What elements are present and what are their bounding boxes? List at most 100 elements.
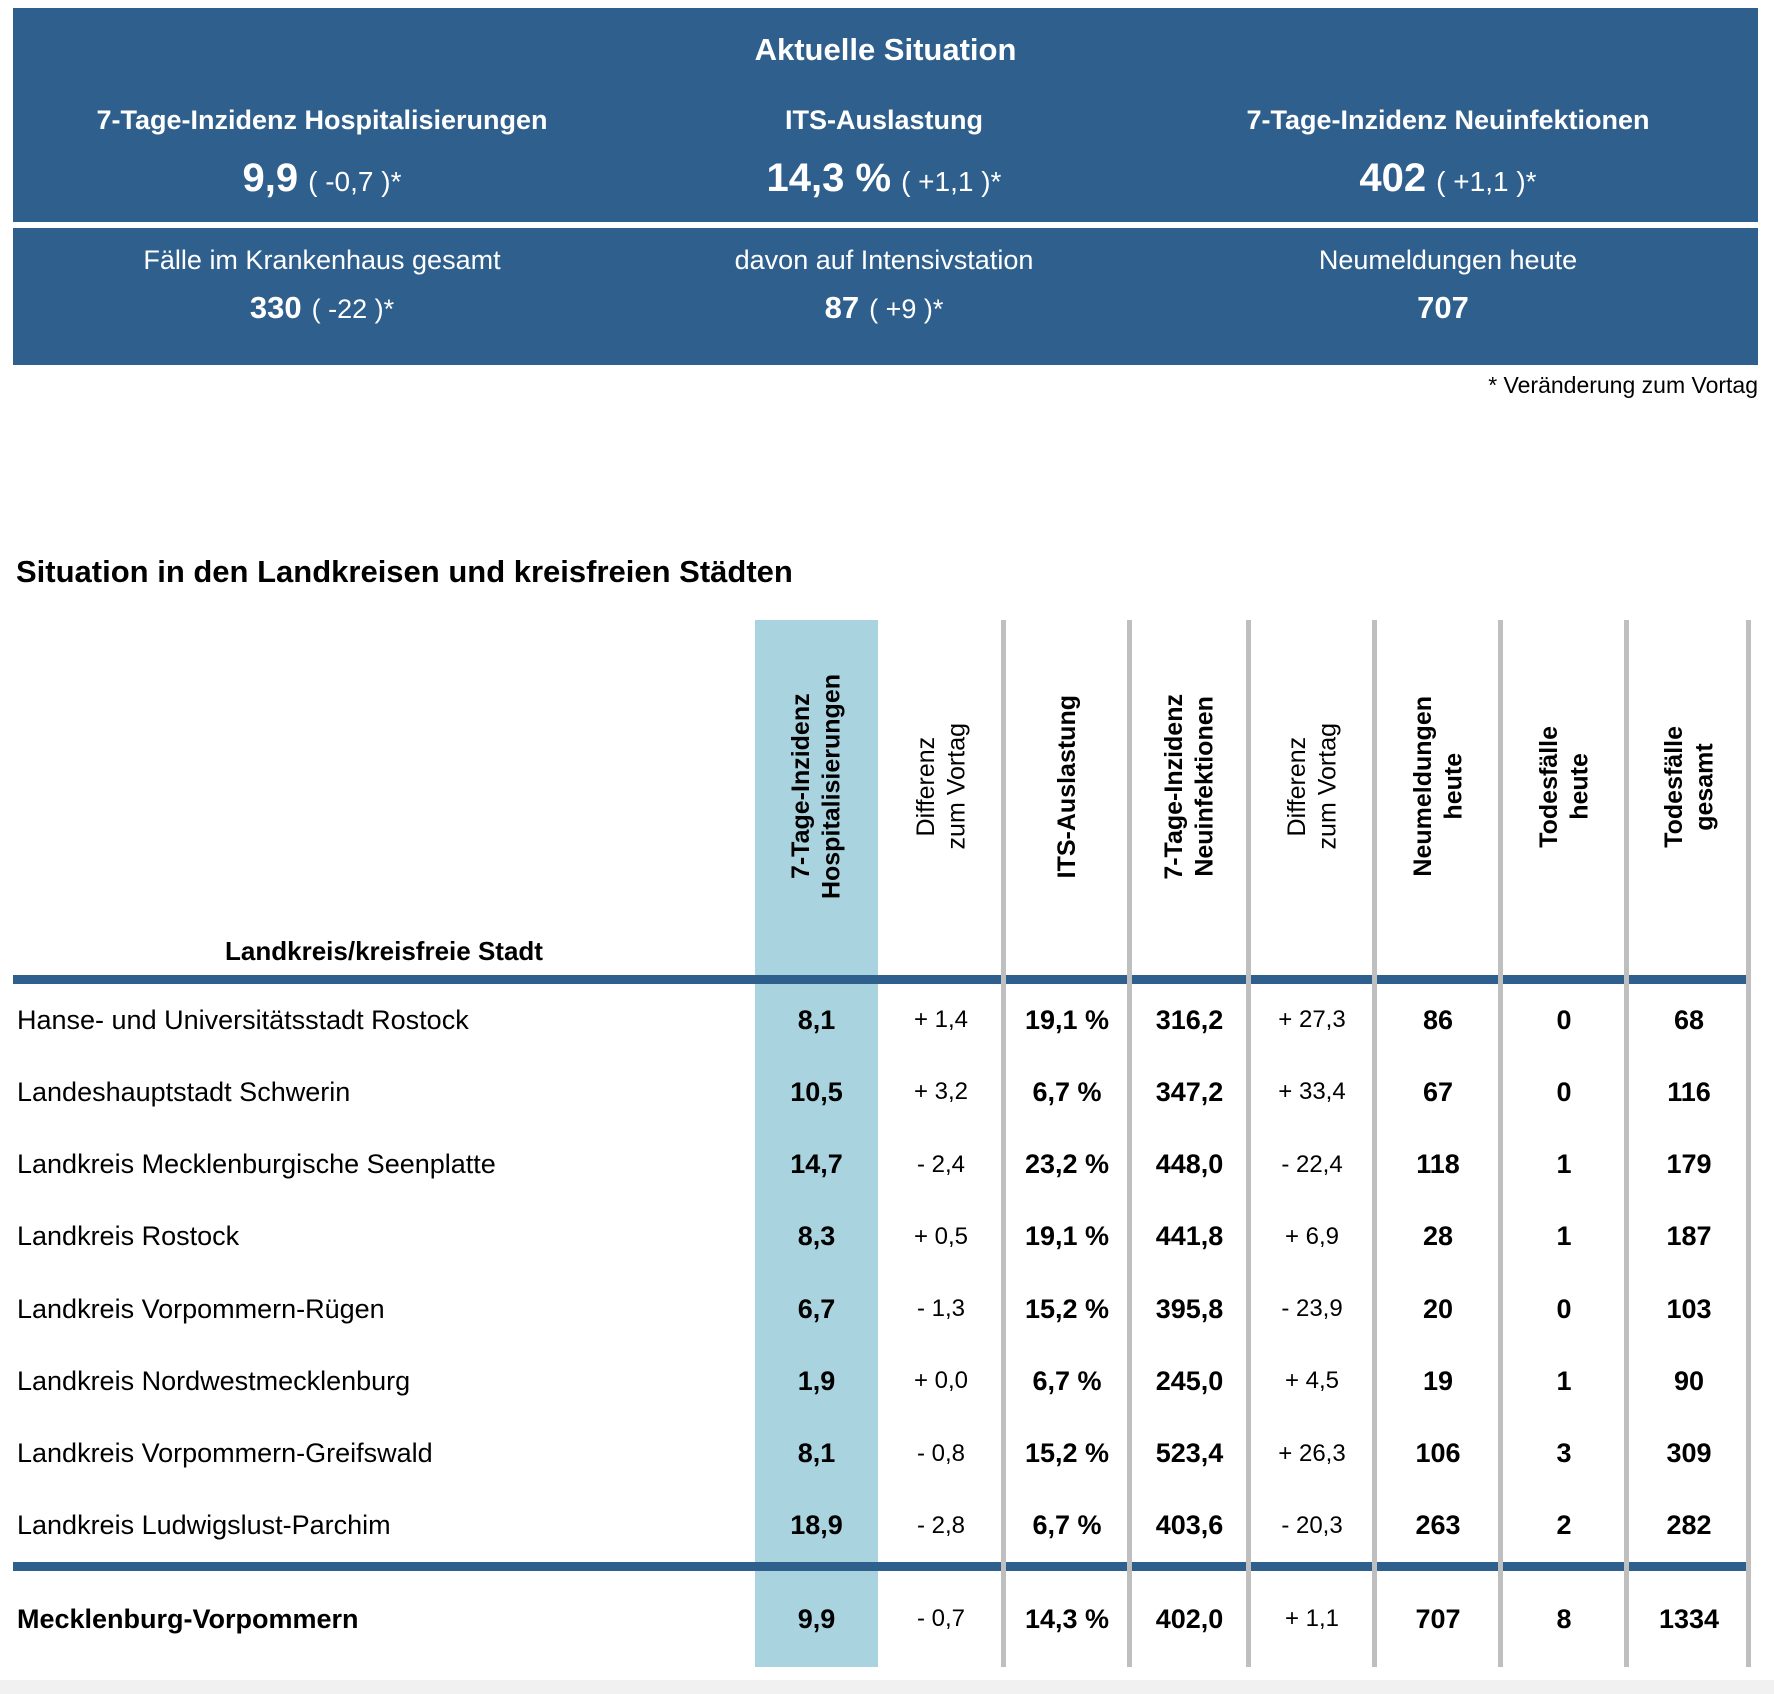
cell-new-reports: 20 [1422, 1293, 1454, 1324]
cell-diff-prev-day: - 2,8 [916, 1511, 966, 1539]
cell-new-reports: 106 [1415, 1438, 1461, 1469]
page-bottom-strip [0, 1680, 1774, 1694]
summary-deaths-total: 1334 [1658, 1603, 1720, 1634]
stat-delta: ( -22 )* [311, 294, 395, 324]
cell-hosp-incidence: 8,3 [797, 1221, 836, 1252]
summary-rule [13, 1562, 1751, 1571]
col-header-label: 7-Tage-Inzidenz Hospitalisierungen [787, 673, 846, 900]
stat-value-line: 402 ( +1,1 )* [1246, 156, 1649, 201]
stat-delta: ( +9 )* [869, 294, 944, 324]
cell-hosp-incidence: 8,1 [797, 1004, 836, 1035]
col-header-label: Todesfälle gesamt [1659, 725, 1719, 848]
row-header-label: Landkreis/kreisfreie Stadt [225, 936, 543, 966]
cell-diff-prev-day: + 0,5 [913, 1222, 969, 1250]
stat-delta: ( -0,7 )* [308, 166, 402, 197]
stat-label: davon auf Intensivstation [734, 245, 1034, 275]
cell-infection-incidence: 316,2 [1155, 1004, 1224, 1035]
stat-icu-utilization: ITS-Auslastung 14,3 % ( +1,1 )* [767, 104, 1002, 201]
table-body: Hanse- und Universitätsstadt Rostock 8,1… [13, 984, 1751, 1562]
cell-deaths-today: 0 [1556, 1293, 1572, 1324]
region-name: Landkreis Ludwigslust-Parchim [17, 1510, 391, 1541]
cell-icu: 6,7 % [1032, 1365, 1102, 1396]
cell-diff-prev-day: - 0,8 [916, 1439, 966, 1467]
column-divider [1001, 620, 1006, 1667]
stat-value: 9,9 [242, 156, 299, 200]
column-divider [1746, 620, 1751, 1667]
district-table: Landkreis/kreisfreie Stadt 7-Tage-Inzide… [13, 620, 1751, 1667]
cell-infection-incidence: 403,6 [1155, 1510, 1224, 1541]
col-header-deaths-total: Todesfälle gesamt [1627, 620, 1751, 975]
cell-diff-prev-day: + 0,0 [913, 1367, 969, 1395]
cell-hosp-incidence: 10,5 [790, 1076, 843, 1107]
cell-deaths-today: 2 [1556, 1510, 1572, 1541]
stat-value-line: 87 ( +9 )* [735, 290, 1034, 326]
stat-value: 707 [1417, 290, 1469, 325]
cell-infection-incidence: 395,8 [1155, 1293, 1224, 1324]
column-divider [1498, 620, 1503, 1667]
cell-diff-prev-day-2: + 4,5 [1284, 1367, 1340, 1395]
col-header-new-reports: Neumeldungen heute [1375, 620, 1501, 975]
cell-diff-prev-day-2: - 22,4 [1281, 1150, 1343, 1178]
panel-title: Aktuelle Situation [754, 32, 1017, 67]
column-divider [1624, 620, 1629, 1667]
cell-new-reports: 67 [1422, 1076, 1454, 1107]
cell-new-reports: 86 [1422, 1004, 1454, 1035]
cell-deaths-today: 3 [1556, 1438, 1572, 1469]
cell-hosp-incidence: 1,9 [797, 1365, 836, 1396]
cell-icu: 15,2 % [1024, 1438, 1110, 1469]
region-name: Landkreis Vorpommern-Rügen [17, 1293, 385, 1324]
region-name: Landkreis Nordwestmecklenburg [17, 1365, 411, 1396]
cell-deaths-today: 1 [1556, 1365, 1572, 1396]
cell-deaths-today: 1 [1556, 1149, 1572, 1180]
cell-deaths-total: 116 [1667, 1076, 1711, 1107]
table-header-row: Landkreis/kreisfreie Stadt 7-Tage-Inzide… [13, 620, 1751, 975]
footnote-change-note: * Veränderung zum Vortag [1488, 372, 1758, 398]
stat-value: 14,3 % [766, 156, 892, 200]
stat-hosp-incidence: 7-Tage-Inzidenz Hospitalisierungen 9,9 ( … [96, 104, 547, 201]
cell-icu: 15,2 % [1024, 1293, 1110, 1324]
summary-new-reports: 707 [1415, 1603, 1461, 1634]
cell-deaths-total: 309 [1666, 1438, 1712, 1469]
cell-diff-prev-day-2: + 6,9 [1284, 1222, 1340, 1250]
hospital-cases-panel: Fälle im Krankenhaus gesamt 330( -22 )* … [13, 228, 1758, 365]
col-header-deaths-today: Todesfälle heute [1501, 620, 1627, 975]
cell-infection-incidence: 245,0 [1155, 1365, 1224, 1396]
cell-deaths-total: 90 [1673, 1365, 1705, 1396]
cell-infection-incidence: 448,0 [1155, 1149, 1224, 1180]
cell-icu: 19,1 % [1024, 1221, 1110, 1252]
region-name: Hanse- und Universitätsstadt Rostock [17, 1004, 469, 1035]
col-header-label: Differenz zum Vortag [1282, 723, 1342, 850]
stat-infection-incidence: 7-Tage-Inzidenz Neuinfektionen 402 ( +1,1… [1246, 104, 1649, 201]
stat-icu-cases: davon auf Intensivstation 87 ( +9 )* [735, 244, 1034, 326]
cell-icu: 6,7 % [1032, 1510, 1102, 1541]
header-rule [13, 975, 1751, 984]
cell-deaths-total: 187 [1666, 1221, 1712, 1252]
col-header-label: Neumeldungen heute [1408, 696, 1468, 877]
cell-diff-prev-day: - 1,3 [916, 1295, 966, 1323]
region-name: Landkreis Mecklenburgische Seenplatte [17, 1149, 496, 1180]
cell-diff-prev-day-2: + 26,3 [1278, 1439, 1346, 1467]
summary-hosp-incidence: 9,9 [797, 1603, 836, 1634]
highlight-column [755, 620, 878, 1667]
stat-label: Fälle im Krankenhaus gesamt [143, 245, 501, 275]
stat-value: 87 [824, 290, 860, 325]
stat-value: 402 [1359, 156, 1427, 200]
current-situation-panel: Aktuelle Situation 7-Tage-Inzidenz Hospi… [13, 8, 1758, 222]
cell-diff-prev-day: - 2,4 [916, 1150, 966, 1178]
region-name: Landeshauptstadt Schwerin [17, 1076, 351, 1107]
col-header-label: Todesfälle heute [1534, 725, 1594, 848]
stat-label: 7-Tage-Inzidenz Hospitalisierungen [96, 105, 548, 135]
cell-icu: 19,1 % [1024, 1004, 1110, 1035]
cell-hosp-incidence: 8,1 [797, 1438, 836, 1469]
col-header-hosp-incidence: 7-Tage-Inzidenz Hospitalisierungen [755, 620, 878, 975]
col-header-diff-2: Differenz zum Vortag [1249, 620, 1375, 975]
col-header-infection-incidence: 7-Tage-Inzidenz Neuinfektionen [1130, 620, 1249, 975]
cell-hosp-incidence: 6,7 [797, 1293, 836, 1324]
cell-infection-incidence: 523,4 [1155, 1438, 1224, 1469]
col-header-label: Differenz zum Vortag [911, 723, 971, 850]
cell-diff-prev-day-2: + 33,4 [1278, 1078, 1346, 1106]
cell-diff-prev-day: + 1,4 [913, 1006, 969, 1034]
stat-delta: ( +1,1 )* [901, 166, 1002, 197]
cell-hosp-incidence: 18,9 [790, 1510, 843, 1541]
